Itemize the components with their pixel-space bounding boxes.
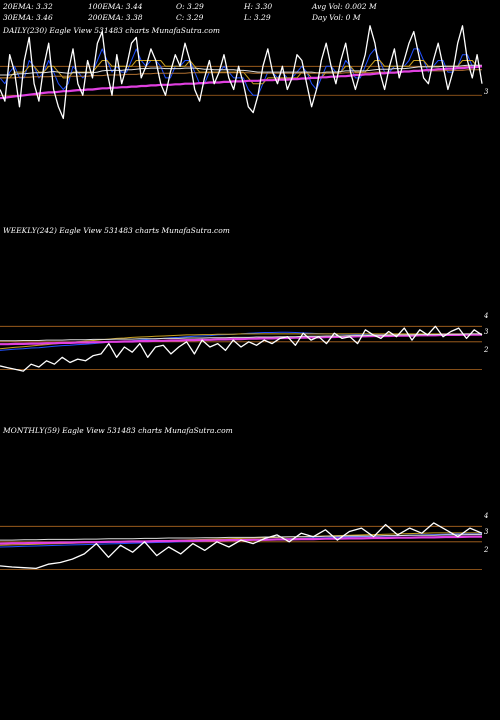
header-value: 200EMA: 3.38 [87, 13, 143, 22]
y-tick-label: 2 [483, 346, 489, 354]
header-value: C: 3.29 [176, 13, 204, 22]
price-line [0, 25, 483, 120]
header-value: H: 3.30 [243, 2, 272, 11]
weekly-chart-title: WEEKLY(242) Eagle View 531483 charts Mun… [3, 226, 230, 235]
header-value: Avg Vol: 0.002 M [311, 2, 377, 11]
weekly-chart-panel: WEEKLY(242) Eagle View 531483 charts Mun… [0, 226, 489, 372]
monthly-chart-panel: MONTHLY(59) Eagle View 531483 charts Mun… [0, 426, 489, 570]
ema-olive-line [0, 60, 482, 85]
ema-magenta-line [0, 333, 482, 346]
header-value: O: 3.29 [176, 2, 204, 11]
ema-white-line [0, 534, 482, 541]
y-tick-label: 3 [484, 328, 489, 336]
y-tick-label: 3 [484, 528, 489, 536]
y-tick-label: 3 [484, 88, 489, 96]
ema-white-line [0, 333, 482, 342]
header-value: 30EMA: 3.46 [3, 13, 53, 22]
monthly-chart-title: MONTHLY(59) Eagle View 531483 charts Mun… [2, 426, 233, 435]
ema-magenta-line [0, 65, 483, 100]
price-line [0, 325, 483, 372]
daily-chart-title: DAILY(230) Eagle View 531483 charts Muna… [2, 26, 220, 35]
header-value: 100EMA: 3.44 [88, 2, 143, 11]
daily-chart-panel: DAILY(230) Eagle View 531483 charts Muna… [0, 25, 489, 120]
header-value: Day Vol: 0 M [311, 13, 361, 22]
price-line [0, 522, 483, 570]
header-value: 20EMA: 3.32 [2, 2, 53, 11]
y-tick-label: 2 [483, 546, 489, 554]
header-value: L: 3.29 [243, 13, 271, 22]
chart-panels: DAILY(230) Eagle View 531483 charts Muna… [0, 25, 489, 570]
y-tick-label: 4 [483, 512, 488, 520]
indicator-header: 20EMA: 3.32 100EMA: 3.44 O: 3.29 H: 3.30 Avg… [2, 2, 377, 22]
y-tick-label: 4 [483, 312, 488, 320]
